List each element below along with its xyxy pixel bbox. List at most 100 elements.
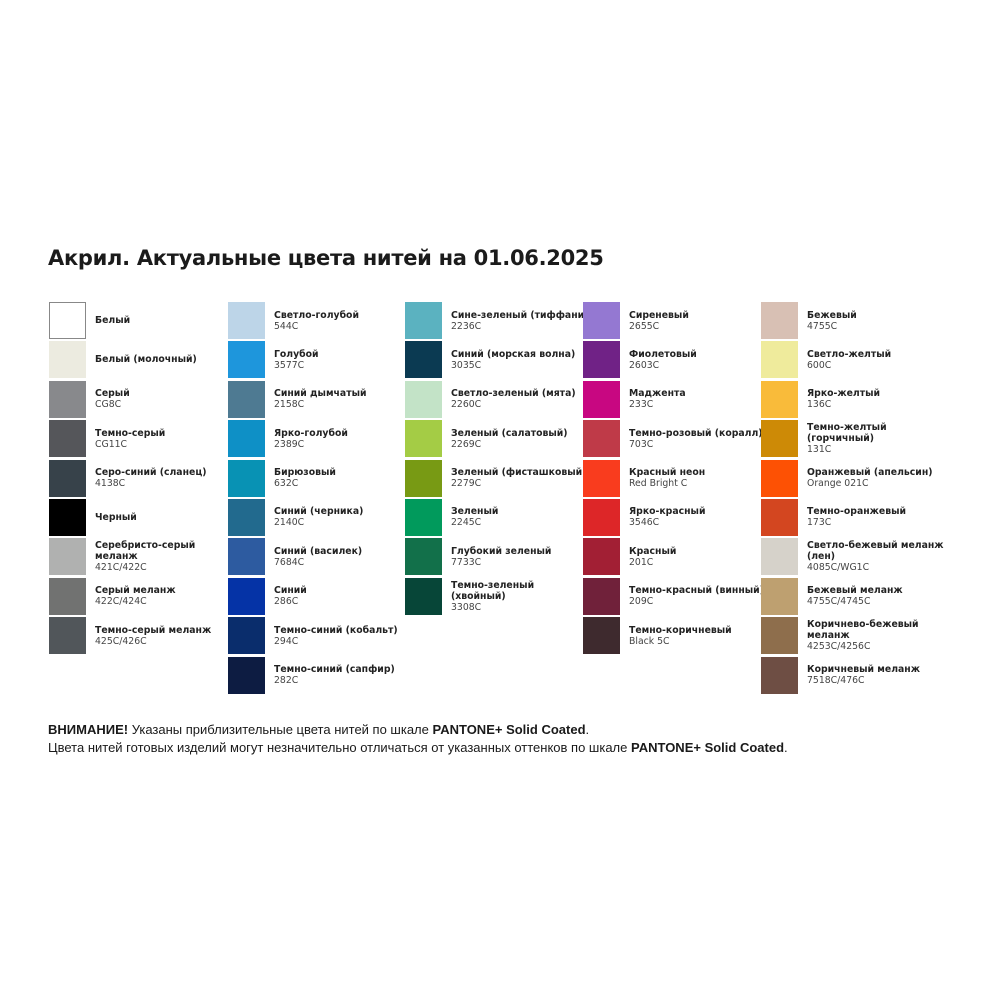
color-item: Темно-серый меланж 425C/426C <box>49 617 227 656</box>
pantone-code: 421C/422C <box>95 562 147 574</box>
pantone-code: 173C <box>807 517 832 529</box>
color-swatch <box>405 420 442 458</box>
color-name: Ярко-желтый <box>807 388 881 400</box>
color-label: Светло-зеленый (мята) 2260C <box>451 381 591 418</box>
page-title: Акрил. Актуальные цвета нитей на 01.06.2… <box>48 246 604 270</box>
color-item: Синий 286C <box>228 577 406 617</box>
color-item: Светло-бежевый меланж (лен) 4085C/WG1C <box>761 538 944 577</box>
color-label: Синий дымчатый 2158C <box>274 381 414 418</box>
color-item: Глубокий зеленый 7733C <box>405 538 583 577</box>
pantone-code: 422C/424C <box>95 596 147 608</box>
color-item: Оранжевый (апельсин) Orange 021C <box>761 459 939 499</box>
color-swatch <box>761 459 798 497</box>
color-name: Синий (черника) <box>274 506 364 518</box>
color-item: Синий дымчатый 2158C <box>228 380 406 420</box>
color-label: Бежевый меланж 4755C/4745C <box>807 578 947 615</box>
color-item: Зеленый (фисташковый) 2279C <box>405 459 586 499</box>
color-swatch <box>583 341 620 379</box>
color-swatch <box>49 617 86 655</box>
color-swatch <box>761 498 798 536</box>
pantone-code: 209C <box>629 596 654 608</box>
pantone-code: 2655C <box>629 320 660 332</box>
color-label: Серебристо-серый меланж 421C/422C <box>95 538 235 575</box>
color-item: Темно-серый CG11C <box>49 420 227 459</box>
color-name: Темно-коричневый <box>629 624 732 636</box>
color-label: Серый меланж 422C/424C <box>95 578 235 615</box>
color-label: Маджента 233C <box>629 381 769 418</box>
color-item: Маджента 233C <box>583 380 761 420</box>
color-swatch <box>228 459 265 497</box>
color-name: Синий (василек) <box>274 545 363 557</box>
color-item: Красный 201C <box>583 538 761 577</box>
color-swatch <box>405 380 442 418</box>
disclaimer-note: ВНИМАНИЕ! Указаны приблизительные цвета … <box>48 721 788 757</box>
color-swatch <box>228 420 265 458</box>
color-item: Темно-розовый (коралл) 703C <box>583 420 763 459</box>
color-name: Оранжевый (апельсин) <box>807 467 933 479</box>
color-name: Сине-зеленый (тиффани) <box>451 309 589 321</box>
color-name: Коричневый меланж <box>807 664 920 676</box>
color-label: Темно-красный (винный) 209C <box>629 578 769 615</box>
pantone-code: 2245C <box>451 517 482 529</box>
color-label: Голубой 3577C <box>274 341 414 378</box>
color-label: Ярко-желтый 136C <box>807 381 947 418</box>
color-name: Белый <box>95 315 131 326</box>
color-label: Темно-зеленый (хвойный) 3308C <box>451 578 591 615</box>
color-name: Темно-серый меланж <box>95 624 212 636</box>
color-item: Светло-голубой 544C <box>228 302 406 341</box>
color-label: Белый (молочный) <box>95 341 235 378</box>
color-name: Темно-зеленый (хвойный) <box>451 579 535 602</box>
color-name: Зеленый <box>451 506 499 518</box>
pantone-code: 4755C <box>807 320 838 332</box>
color-swatch <box>228 341 265 379</box>
color-name: Серо-синий (сланец) <box>95 467 207 479</box>
color-name: Бирюзовый <box>274 467 336 479</box>
color-label: Зеленый (салатовый) 2269C <box>451 420 591 457</box>
note-text: Цвета нитей готовых изделий могут незнач… <box>48 740 631 755</box>
color-item: Бирюзовый 632C <box>228 459 406 499</box>
color-swatch <box>405 341 442 379</box>
color-swatch <box>405 538 442 576</box>
color-label: Серо-синий (сланец) 4138C <box>95 460 235 497</box>
color-swatch <box>228 617 265 655</box>
color-label: Фиолетовый 2603C <box>629 341 769 378</box>
palette-column: Сине-зеленый (тиффани) 2236C Синий (морска… <box>405 302 588 617</box>
color-name: Фиолетовый <box>629 348 697 360</box>
pantone-code: 3035C <box>451 359 482 371</box>
color-name: Темно-красный (винный) <box>629 585 764 597</box>
pantone-code: 4755C/4745C <box>807 596 871 608</box>
color-label: Бежевый 4755C <box>807 302 947 339</box>
color-label: Зеленый 2245C <box>451 499 591 536</box>
color-label: Ярко-голубой 2389C <box>274 420 414 457</box>
pantone-code: 282C <box>274 675 299 687</box>
color-item: Синий (василек) 7684C <box>228 538 406 577</box>
color-item: Бежевый меланж 4755C/4745C <box>761 577 939 617</box>
color-label: Синий (василек) 7684C <box>274 538 414 575</box>
color-name: Синий (морская волна) <box>451 348 576 360</box>
color-item: Черный <box>49 498 227 538</box>
pantone-code: 3308C <box>451 601 482 613</box>
color-label: Черный <box>95 499 235 536</box>
color-label: Оранжевый (апельсин) Orange 021C <box>807 460 947 497</box>
color-label: Ярко-красный 3546C <box>629 499 769 536</box>
color-label: Темно-серый меланж 425C/426C <box>95 617 235 654</box>
color-name: Светло-голубой <box>274 309 359 321</box>
color-name: Маджента <box>629 388 686 400</box>
pantone-code: 544C <box>274 320 299 332</box>
color-swatch <box>49 341 86 379</box>
color-item: Темно-желтый (горчичный) 131C <box>761 420 939 459</box>
color-label: Синий (морская волна) 3035C <box>451 341 591 378</box>
pantone-code: 600C <box>807 359 832 371</box>
color-swatch <box>228 656 265 694</box>
color-label: Светло-желтый 600C <box>807 341 947 378</box>
color-item: Сине-зеленый (тиффани) 2236C <box>405 302 588 341</box>
color-label: Серый CG8C <box>95 381 235 418</box>
color-name: Ярко-красный <box>629 506 706 518</box>
pantone-code: 294C <box>274 635 299 647</box>
color-item: Темно-зеленый (хвойный) 3308C <box>405 577 583 617</box>
color-swatch <box>583 380 620 418</box>
pantone-code: CG8C <box>95 399 122 411</box>
color-label: Темно-синий (сапфир) 282C <box>274 657 414 694</box>
pantone-code: 2603C <box>629 359 660 371</box>
color-name: Светло-зеленый (мята) <box>451 388 576 400</box>
